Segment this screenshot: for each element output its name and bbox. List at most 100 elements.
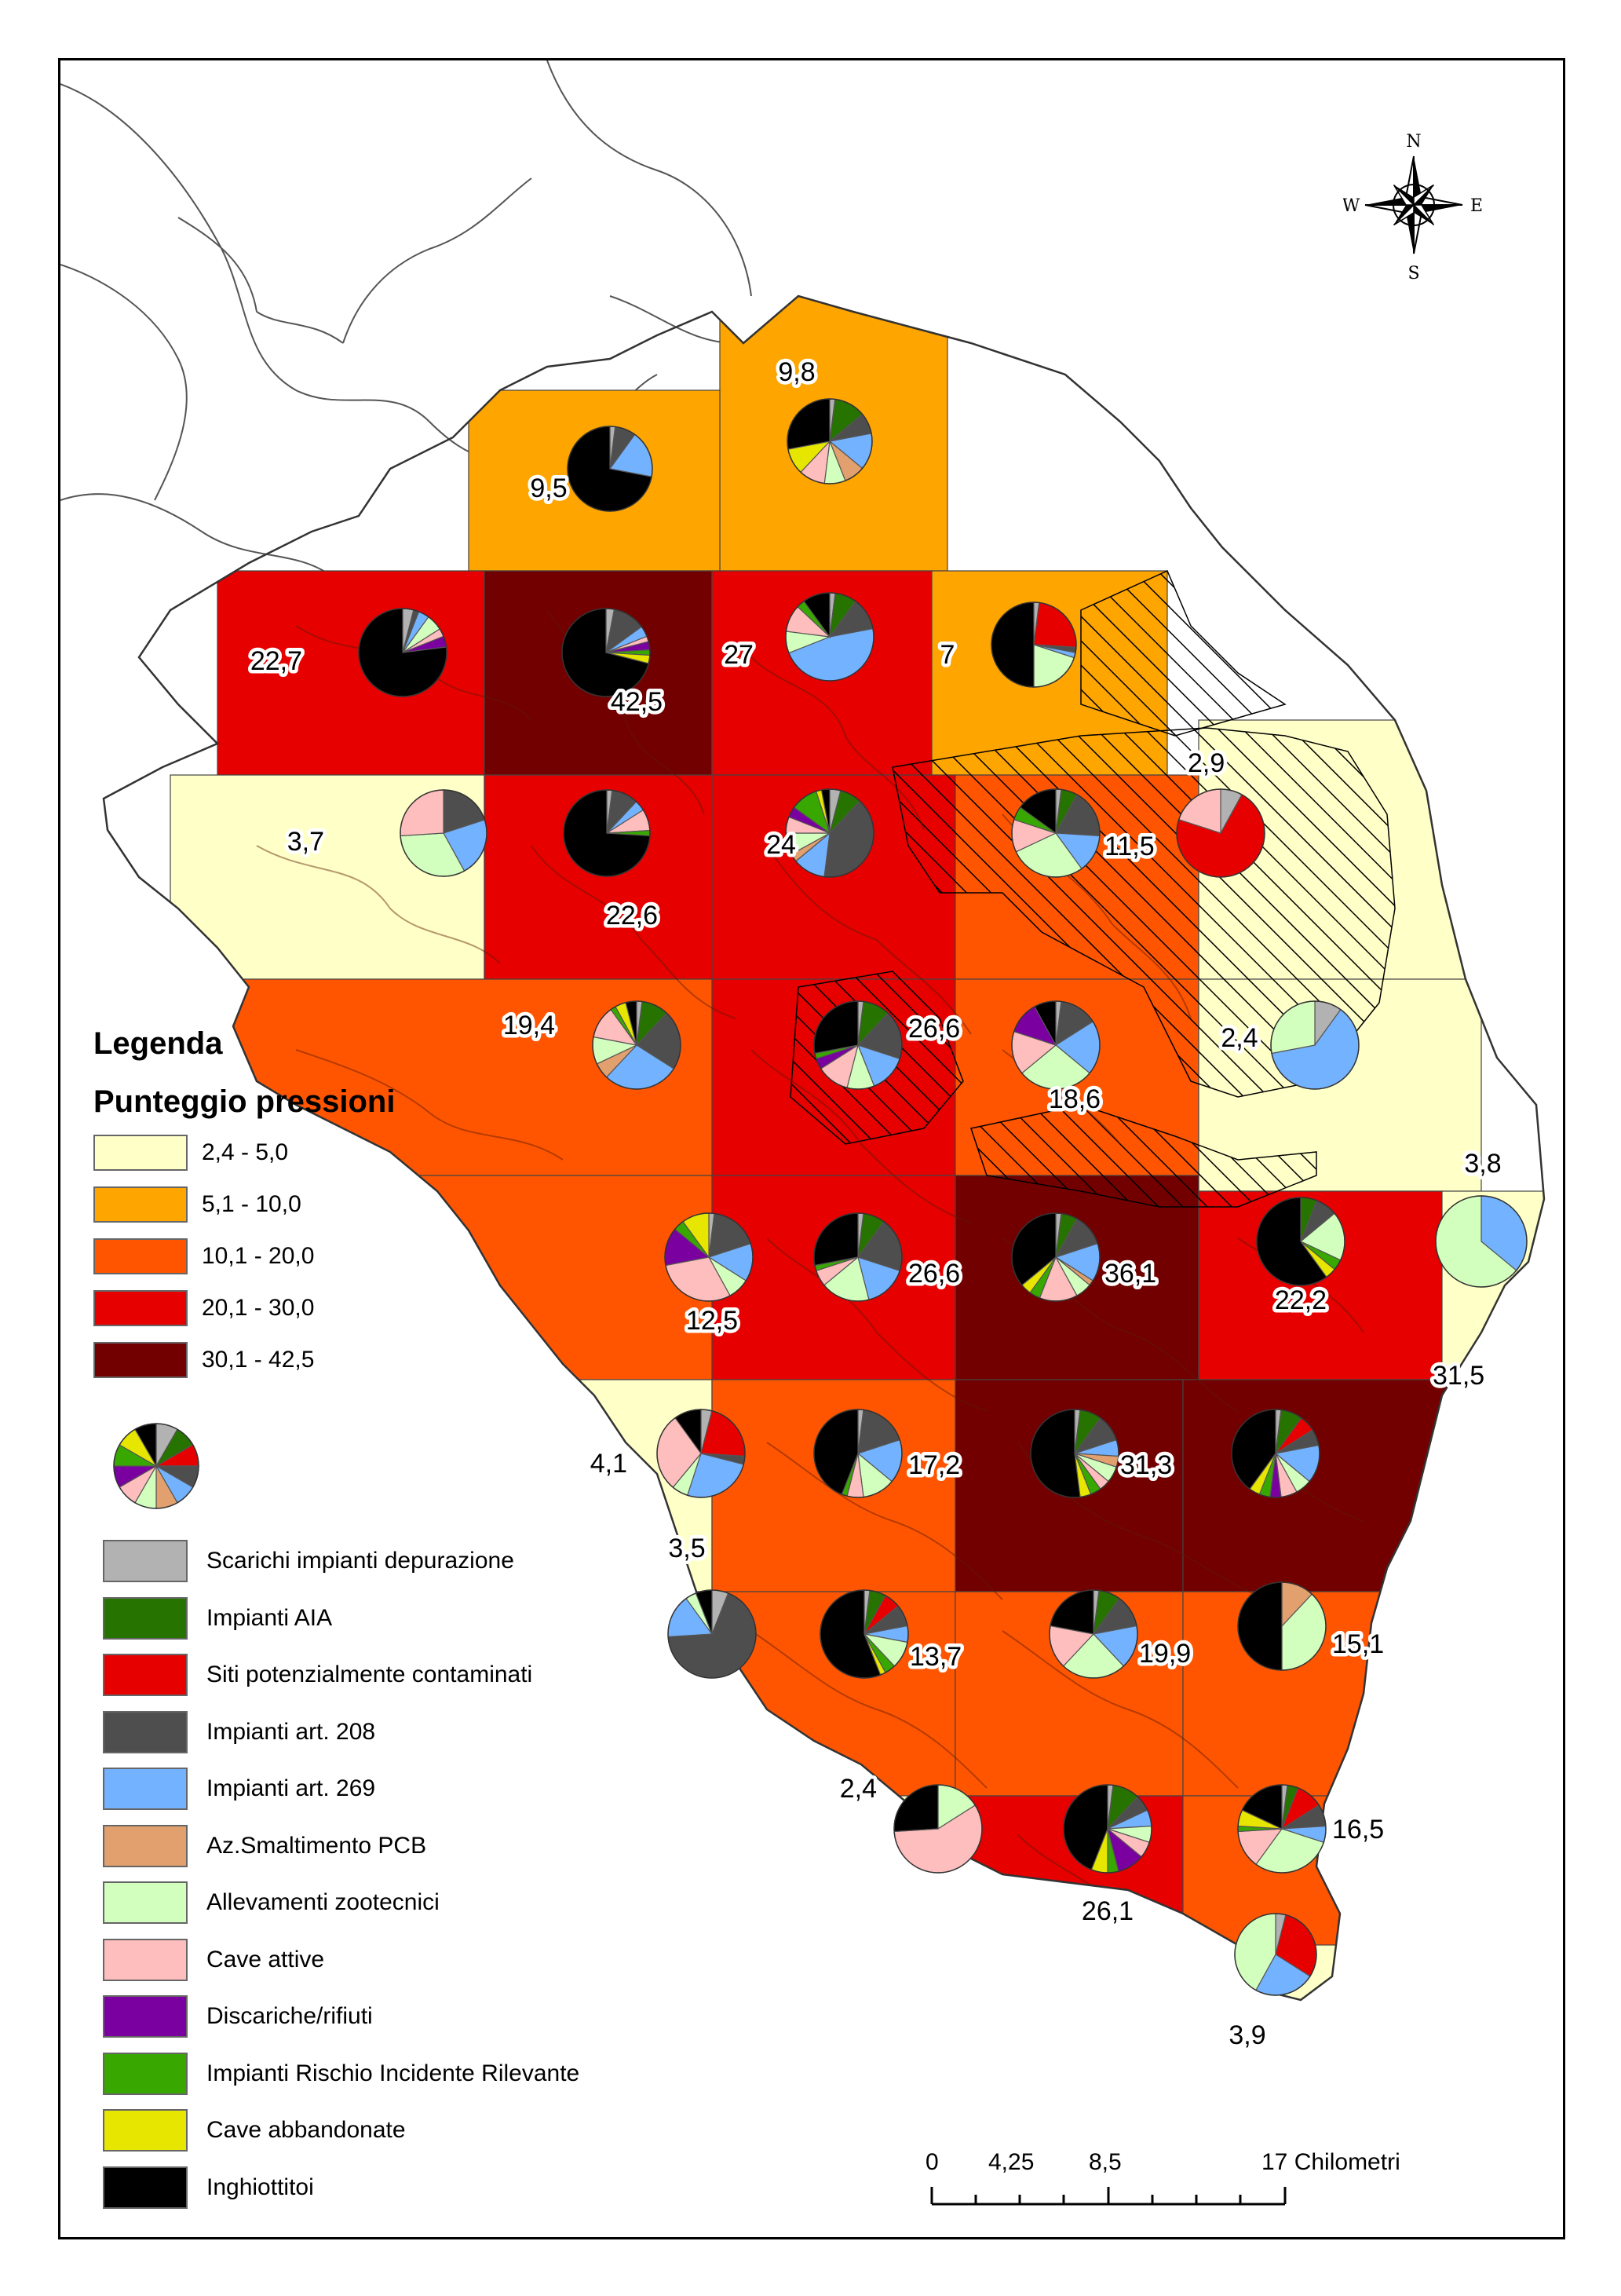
pressure-pie bbox=[1011, 1000, 1101, 1090]
pressure-pie bbox=[1231, 1409, 1320, 1498]
legend-class-swatch bbox=[93, 1342, 188, 1378]
cell-score-label: 4,1 bbox=[590, 1449, 627, 1479]
legend-category-row: Scarichi impianti depurazione bbox=[103, 1540, 514, 1582]
pressure-pie bbox=[358, 608, 447, 697]
legend-class-row: 20,1 - 30,0 bbox=[93, 1290, 314, 1326]
legend-category-label: Impianti AIA bbox=[206, 1604, 333, 1631]
legend-category-row: Impianti art. 269 bbox=[103, 1768, 375, 1810]
cell-score-label: 17,2 bbox=[908, 1450, 960, 1480]
legend-class-swatch bbox=[93, 1135, 188, 1171]
legend-category-row: Impianti AIA bbox=[103, 1596, 333, 1640]
legend-class-label: 20,1 - 30,0 bbox=[202, 1295, 315, 1321]
legend-category-label: Allevamenti zootecnici bbox=[206, 1889, 440, 1915]
legend-category-swatch bbox=[103, 1596, 188, 1640]
cell-score-label: 3,7 bbox=[287, 827, 324, 857]
pressure-pie bbox=[893, 1784, 983, 1874]
legend-class-swatch bbox=[93, 1238, 188, 1274]
cell-score-label: 11,5 bbox=[1104, 832, 1155, 861]
grid-cell bbox=[719, 296, 948, 572]
pressure-pie bbox=[1049, 1589, 1138, 1679]
pressure-pie bbox=[1030, 1409, 1119, 1498]
north-label: N bbox=[1406, 132, 1421, 152]
north-arrow: N S E W bbox=[1342, 125, 1484, 283]
pressure-pie bbox=[664, 1212, 754, 1302]
legend-class-swatch bbox=[93, 1186, 188, 1223]
cell-score-label: 31,5 bbox=[1433, 1361, 1484, 1391]
cell-score-label: 31,3 bbox=[1120, 1450, 1172, 1480]
legend-category-row: Discariche/rifiuti bbox=[103, 1995, 373, 2038]
legend-class-row: 30,1 - 42,5 bbox=[93, 1342, 314, 1378]
scale-tick-1: 4,25 bbox=[988, 2149, 1035, 2175]
cell-score-label: 19,9 bbox=[1139, 1639, 1191, 1669]
legend-class-row: 10,1 - 20,0 bbox=[93, 1238, 314, 1274]
legend-pie bbox=[113, 1423, 199, 1509]
legend-category-label: Siti potenzialmente contaminati bbox=[206, 1662, 533, 1687]
cell-score-label: 26,6 bbox=[908, 1014, 960, 1044]
pressure-pie bbox=[1176, 788, 1265, 878]
legend-category-row: Impianti art. 208 bbox=[103, 1710, 376, 1753]
cell-score-label: 26,1 bbox=[1082, 1896, 1134, 1926]
legend-category-label: Discariche/rifiuti bbox=[206, 2003, 373, 2029]
scale-bar: 0 4,25 8,5 17 Chilometri bbox=[924, 2149, 1473, 2212]
scale-tick-0: 0 bbox=[926, 2149, 939, 2175]
pressure-pie bbox=[400, 789, 487, 877]
hatched-area bbox=[970, 1104, 1317, 1208]
legend-category-swatch bbox=[103, 1710, 188, 1753]
cell-score-label: 2,9 bbox=[1188, 748, 1225, 778]
legend-category-label: Cave attive bbox=[206, 1946, 325, 1972]
cell-score-label: 22,7 bbox=[250, 646, 302, 676]
legend-category-label: Inghiottitoi bbox=[206, 2174, 314, 2200]
pressure-pie bbox=[1011, 1212, 1101, 1302]
legend-class-row: 5,1 - 10,0 bbox=[93, 1186, 301, 1223]
pressure-pie bbox=[1435, 1195, 1528, 1288]
cell-score-label: 19,4 bbox=[503, 1011, 555, 1040]
legend-class-label: 10,1 - 20,0 bbox=[202, 1243, 315, 1269]
legend-category-label: Scarichi impianti depurazione bbox=[206, 1548, 514, 1574]
cell-score-label: 2,4 bbox=[840, 1774, 877, 1804]
pressure-pie bbox=[1237, 1581, 1327, 1671]
pressure-pie bbox=[1237, 1784, 1327, 1874]
legend-category-swatch bbox=[103, 1881, 188, 1924]
pressure-pie bbox=[813, 1212, 903, 1302]
cell-score-label: 9,8 bbox=[778, 357, 815, 387]
legend-title: Legenda bbox=[93, 1026, 223, 1061]
legend-class-label: 30,1 - 42,5 bbox=[202, 1347, 315, 1373]
pressure-pie bbox=[820, 1589, 909, 1679]
pressure-pie bbox=[1063, 1784, 1152, 1874]
legend-category-swatch bbox=[103, 2166, 188, 2209]
legend-category-label: Az.Smaltimento PCB bbox=[206, 1832, 427, 1859]
pressure-pie bbox=[813, 1000, 903, 1090]
legend-category-swatch bbox=[103, 1768, 188, 1810]
cell-score-label: 42,5 bbox=[611, 687, 663, 717]
pressure-pie bbox=[787, 398, 873, 484]
cell-score-label: 15,1 bbox=[1332, 1629, 1384, 1659]
pressure-pie bbox=[567, 426, 653, 512]
pressure-pie bbox=[785, 788, 874, 878]
map-frame: 9,8 9,5 22,7 42,5 27 7 3,7 22,6 24 11,5 2,9 19,4 26,… bbox=[58, 58, 1565, 2239]
cell-score-label: 26,6 bbox=[908, 1259, 960, 1289]
legend-category-label: Impianti art. 208 bbox=[206, 1718, 376, 1745]
cell-score-label: 7 bbox=[940, 640, 955, 670]
legend-pie-symbol bbox=[113, 1423, 199, 1509]
cell-score-label: 22,6 bbox=[606, 901, 658, 930]
cell-score-label: 22,2 bbox=[1275, 1285, 1327, 1315]
pressure-map: 9,8 9,5 22,7 42,5 27 7 3,7 22,6 24 11,5 2,9 19,4 26,… bbox=[60, 60, 1546, 2054]
pressure-pie bbox=[1270, 1000, 1360, 1090]
cell-score-label: 16,5 bbox=[1332, 1815, 1384, 1844]
cell-score-label: 12,5 bbox=[686, 1306, 738, 1336]
south-label: S bbox=[1407, 264, 1419, 282]
pressure-pie bbox=[1256, 1197, 1345, 1286]
legend-category-row: Cave abbandonate bbox=[103, 2109, 406, 2152]
legend-subtitle: Punteggio pressioni bbox=[93, 1084, 396, 1119]
cell-score-label: 27 bbox=[724, 640, 754, 670]
legend-category-swatch bbox=[103, 1995, 188, 2038]
legend-category-swatch bbox=[103, 1540, 188, 1582]
pressure-pie bbox=[592, 1000, 681, 1090]
cell-score-label: 3,8 bbox=[1464, 1149, 1501, 1179]
pressure-pie bbox=[561, 608, 651, 697]
legend-class-label: 2,4 - 5,0 bbox=[202, 1139, 289, 1165]
legend-class-row: 2,4 - 5,0 bbox=[93, 1135, 288, 1171]
legend-category-row: Siti potenzialmente contaminati bbox=[103, 1654, 532, 1696]
cell-score-label: 24 bbox=[766, 830, 796, 860]
legend-category-row: Allevamenti zootecnici bbox=[103, 1881, 440, 1924]
